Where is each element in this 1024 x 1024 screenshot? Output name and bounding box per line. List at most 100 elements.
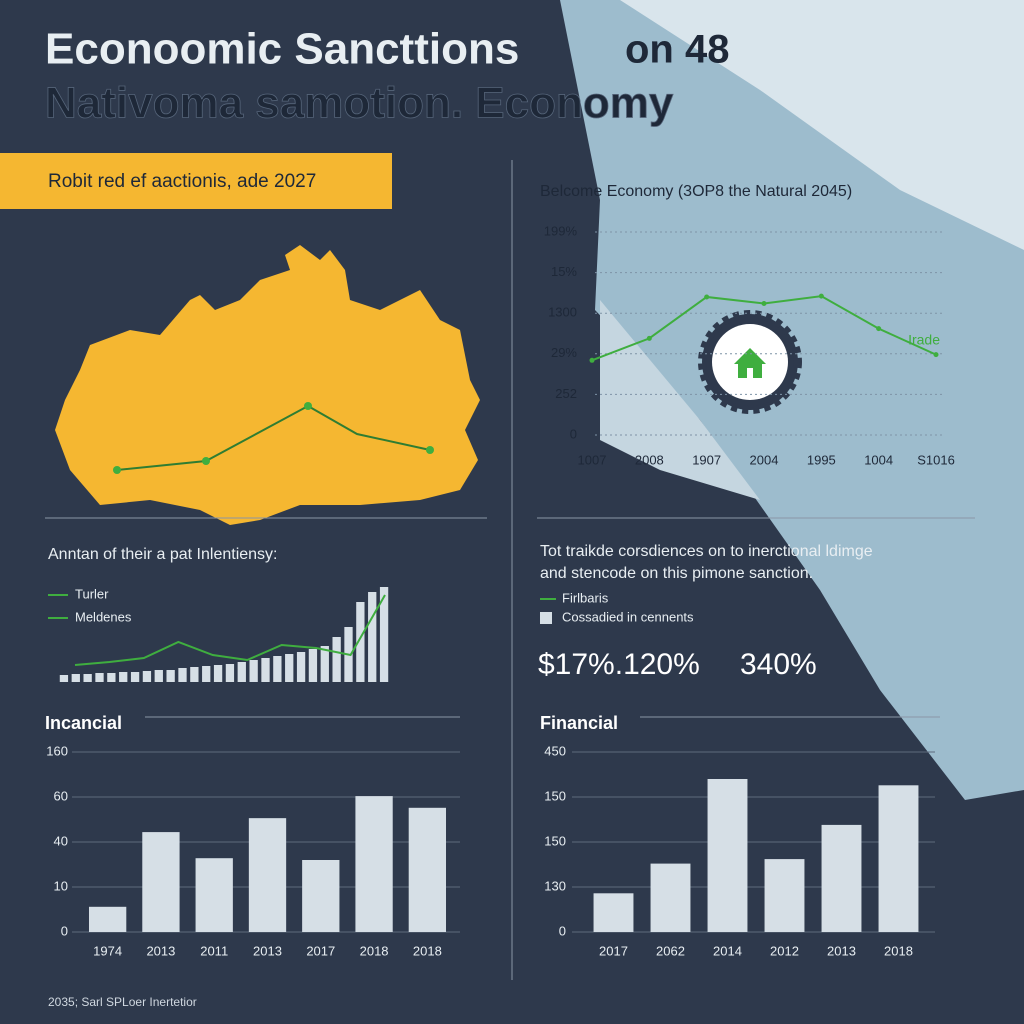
y-tick-label: 60 bbox=[54, 788, 68, 803]
bar bbox=[320, 646, 329, 682]
y-tick-label: 199% bbox=[544, 223, 578, 238]
x-tick-label: 2004 bbox=[750, 452, 779, 467]
bar bbox=[261, 658, 270, 682]
y-tick-label: 15% bbox=[551, 264, 577, 279]
x-tick-label: 2011 bbox=[200, 943, 228, 958]
x-tick-label: 2012 bbox=[770, 943, 799, 958]
x-tick-label: 1004 bbox=[864, 452, 893, 467]
y-tick-label: 160 bbox=[46, 743, 68, 758]
bar bbox=[95, 673, 104, 682]
backdrop-band bbox=[560, 0, 1024, 800]
line-point bbox=[876, 326, 882, 332]
title: on 48 bbox=[625, 28, 729, 72]
bar bbox=[379, 587, 389, 682]
legend-label: Turler bbox=[75, 586, 109, 601]
y-tick-label: 1300 bbox=[548, 305, 577, 320]
icon-house bbox=[734, 348, 766, 378]
x-tick-label: 1907 bbox=[692, 452, 721, 467]
bar bbox=[764, 859, 805, 932]
bar bbox=[249, 660, 258, 682]
panel-text: and stencode on this pimone sanction. bbox=[540, 565, 813, 582]
y-tick-label: 130 bbox=[544, 878, 566, 893]
x-tick-label: 2014 bbox=[713, 943, 742, 958]
map-dot bbox=[202, 457, 210, 465]
y-tick-label: 10 bbox=[54, 878, 68, 893]
bar bbox=[88, 906, 127, 932]
banner bbox=[0, 153, 392, 209]
bar bbox=[83, 674, 92, 682]
map-dot bbox=[113, 466, 121, 474]
bar bbox=[368, 592, 377, 682]
legend-label: Cossadied in cennents bbox=[562, 609, 694, 624]
y-tick-label: 0 bbox=[570, 426, 577, 441]
y-tick-label: 0 bbox=[61, 923, 68, 938]
line-point bbox=[761, 300, 767, 306]
bar bbox=[190, 667, 199, 682]
x-tick-label: 2008 bbox=[635, 452, 664, 467]
icon-door bbox=[747, 368, 753, 378]
map-dot bbox=[426, 446, 434, 454]
bar bbox=[302, 860, 340, 932]
bar bbox=[154, 670, 163, 682]
title: Nativoma samotion. Economy bbox=[45, 79, 674, 128]
x-tick-label: 2018 bbox=[884, 943, 913, 958]
x-tick-label: 2018 bbox=[413, 943, 442, 958]
bar bbox=[59, 675, 69, 682]
bar bbox=[248, 818, 287, 932]
bar bbox=[119, 672, 128, 682]
backdrop-light bbox=[600, 300, 760, 500]
x-tick-label: 2013 bbox=[827, 943, 856, 958]
bar bbox=[273, 656, 282, 682]
map bbox=[55, 245, 480, 525]
line-series bbox=[74, 594, 386, 666]
y-tick-label: 450 bbox=[544, 743, 566, 758]
x-tick-label: 2013 bbox=[146, 943, 175, 958]
bar bbox=[821, 824, 862, 932]
line-point bbox=[704, 294, 710, 300]
legend-label: Meldenes bbox=[75, 609, 132, 624]
map-dot bbox=[304, 402, 312, 410]
bar bbox=[285, 654, 294, 682]
y-tick-label: 40 bbox=[54, 833, 68, 848]
x-tick-label: 1007 bbox=[578, 452, 607, 467]
panel-text: Tot traikde corsdiences on to inerctiona… bbox=[540, 543, 873, 560]
title: Econoomic Sancttions bbox=[45, 25, 519, 74]
bar bbox=[225, 664, 235, 682]
line-point bbox=[589, 357, 595, 363]
y-tick-label: 150 bbox=[544, 833, 566, 848]
x-tick-label: 2017 bbox=[306, 943, 335, 958]
bar bbox=[178, 668, 187, 682]
bar bbox=[308, 649, 318, 682]
x-tick-label: 1974 bbox=[93, 943, 122, 958]
x-tick-label: S1016 bbox=[917, 452, 955, 467]
bar bbox=[213, 665, 223, 682]
x-tick-label: 2017 bbox=[599, 943, 628, 958]
x-tick-label: 2018 bbox=[360, 943, 389, 958]
chart-title: Financial bbox=[540, 713, 618, 733]
legend-marker bbox=[540, 612, 552, 624]
footer: 2035; Sarl SPLoer Inertetior bbox=[48, 995, 197, 1009]
bar bbox=[356, 602, 365, 682]
bar bbox=[355, 796, 393, 932]
backdrop-light bbox=[620, 0, 1024, 250]
bar bbox=[296, 652, 306, 682]
bar bbox=[593, 893, 634, 932]
bar bbox=[408, 807, 447, 932]
panel-figure: $17%.120% bbox=[538, 648, 700, 681]
bar bbox=[202, 666, 211, 682]
y-tick-label: 252 bbox=[555, 386, 577, 401]
y-tick-label: 29% bbox=[551, 345, 577, 360]
chart-title: Anntan of their a pat Inlentiensy: bbox=[48, 546, 277, 563]
x-tick-label: 1995 bbox=[807, 452, 836, 467]
line-point bbox=[818, 293, 824, 299]
bar bbox=[166, 670, 175, 682]
series-label: Irade bbox=[908, 331, 940, 347]
x-tick-label: 2062 bbox=[656, 943, 685, 958]
chart-title: Belcome Economy (3OP8 the Natural 2045) bbox=[540, 183, 852, 200]
banner-text: Robit red ef aactionis, ade 2027 bbox=[48, 171, 316, 192]
bar bbox=[237, 662, 246, 682]
bar bbox=[130, 672, 140, 682]
bar bbox=[195, 858, 233, 932]
